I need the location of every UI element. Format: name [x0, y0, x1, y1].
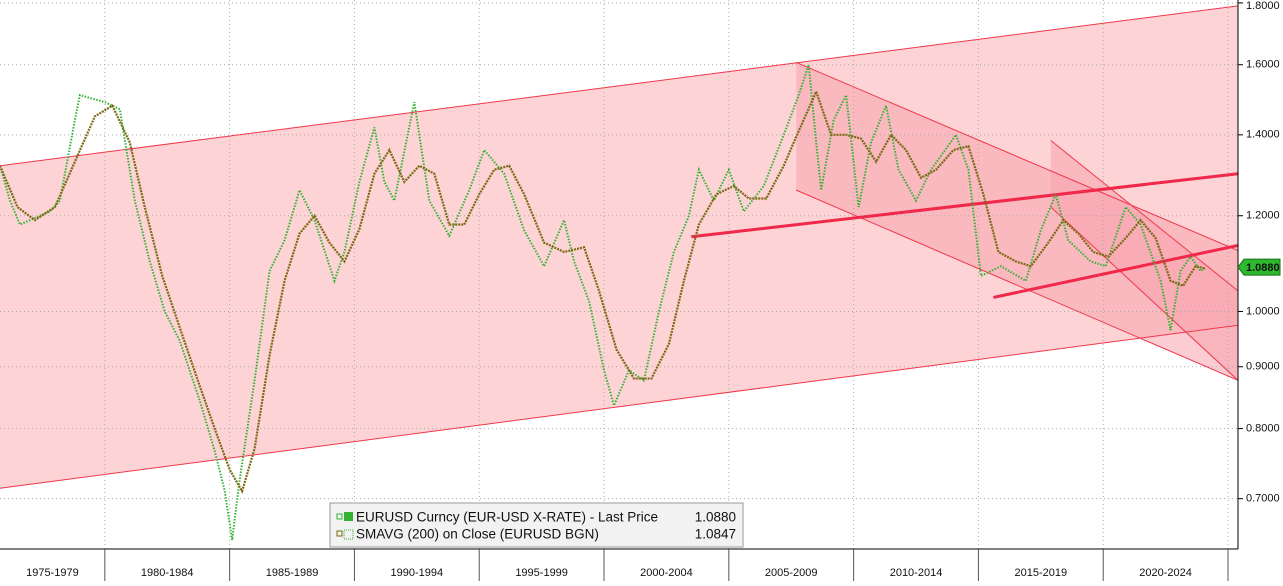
legend-value: 1.0880: [695, 510, 736, 525]
x-band-label: 2000-2004: [640, 567, 693, 579]
series-line: [0, 64, 1207, 541]
channel-fill: [1050, 140, 1238, 381]
x-band-label: 1985-1989: [266, 567, 319, 579]
y-tick-label: 0.7000: [1246, 493, 1280, 505]
channel-line: [0, 324, 1238, 489]
channel-line: [1050, 140, 1238, 292]
series-line: [0, 88, 1206, 495]
y-tick-label: 1.8000: [1246, 0, 1280, 12]
x-band-label: 1980-1984: [141, 567, 194, 579]
channel-line: [796, 61, 1238, 252]
channel-fill: [796, 62, 1238, 381]
last-price-tag: [1237, 258, 1281, 276]
legend-swatch: [343, 529, 354, 540]
channel-line: [1050, 206, 1238, 381]
y-tick-label: 0.9000: [1246, 361, 1280, 373]
legend-swatch: [336, 513, 343, 520]
y-tick-label: 1.0000: [1246, 305, 1280, 317]
channel-line: [0, 5, 1238, 167]
channel-line: [796, 189, 1238, 381]
y-tick-label: 1.4000: [1246, 129, 1280, 141]
legend-swatch: [336, 530, 343, 537]
legend-label: EURUSD Curncy (EUR-USD X-RATE) - Last Pr…: [356, 510, 658, 525]
x-band-label: 2020-2024: [1139, 567, 1192, 579]
y-tick-label: 1.2000: [1246, 210, 1280, 222]
plot-area: [0, 0, 1238, 549]
x-band-label: 1975-1979: [26, 567, 79, 579]
trend-line: [993, 243, 1238, 299]
trend-line: [691, 172, 1238, 239]
x-band-label: 2005-2009: [765, 567, 818, 579]
legend-label: SMAVG (200) on Close (EURUSD BGN): [356, 527, 599, 542]
legend: EURUSD Curncy (EUR-USD X-RATE) - Last Pr…: [329, 502, 744, 548]
y-tick-label: 0.8000: [1246, 422, 1280, 434]
last-price-label: 1.0880: [1246, 262, 1280, 274]
x-band-label: 1995-1999: [515, 567, 568, 579]
x-band-label: 1990-1994: [391, 567, 444, 579]
y-tick-label: 1.6000: [1246, 59, 1280, 71]
x-band-label: 2010-2014: [890, 567, 943, 579]
legend-value: 1.0847: [695, 527, 736, 542]
x-band-label: 2015-2019: [1015, 567, 1068, 579]
legend-swatch: [344, 512, 353, 521]
legend-box: [329, 502, 744, 548]
